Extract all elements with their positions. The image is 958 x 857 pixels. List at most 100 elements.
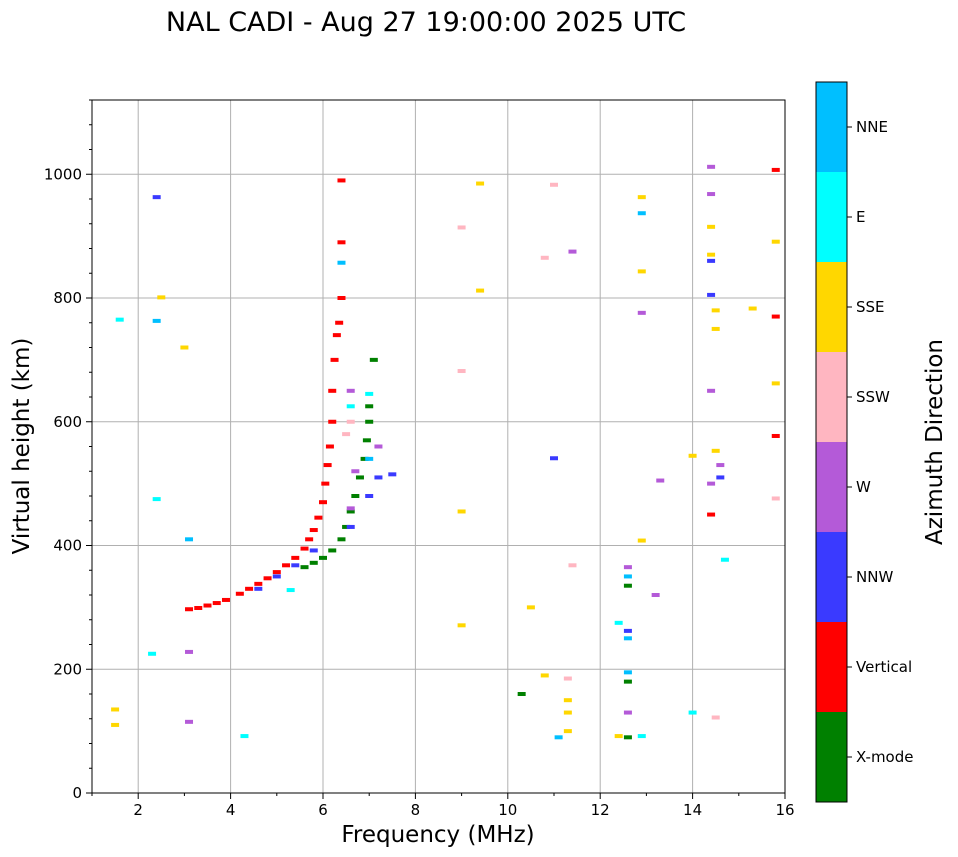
x-axis-ticks: 2 4 6 8 10 12 14 16	[91, 793, 795, 819]
data-point-nne	[365, 456, 374, 461]
data-point-ssw	[711, 715, 720, 720]
data-point-sse	[637, 538, 646, 543]
x-tick-label: 4	[226, 801, 236, 819]
data-point-nnw	[707, 292, 716, 297]
data-point-vertical	[337, 178, 346, 183]
data-point-vertical	[309, 528, 318, 533]
data-point-x-mode	[360, 456, 369, 461]
data-point-vertical	[325, 444, 334, 449]
data-point-nnw	[346, 524, 355, 529]
colorbar-swatch	[816, 82, 847, 172]
x-tick-label: 14	[683, 801, 702, 819]
data-point-vertical	[323, 463, 332, 468]
data-point-vertical	[335, 320, 344, 325]
data-point-sse	[688, 453, 697, 458]
data-point-x-mode	[342, 524, 351, 529]
data-point-w	[351, 469, 360, 474]
data-point-w	[374, 444, 383, 449]
data-point-w	[651, 593, 660, 597]
data-point-sse	[711, 326, 720, 331]
data-point-w	[623, 565, 632, 570]
data-point-w	[707, 388, 716, 393]
colorbar-tick-label: E	[856, 208, 865, 226]
data-point-nne	[337, 260, 346, 265]
data-point-vertical	[194, 605, 203, 610]
data-point-sse	[563, 698, 572, 703]
data-point-x-mode	[623, 735, 632, 740]
data-point-w	[623, 710, 632, 715]
data-point-sse	[563, 710, 572, 715]
data-point-vertical	[337, 296, 346, 300]
data-point-sse	[771, 239, 780, 244]
data-point-vertical	[314, 515, 323, 520]
data-point-vertical	[707, 512, 716, 517]
data-point-e	[115, 317, 124, 322]
data-point-x-mode	[319, 555, 327, 560]
y-axis-ticks: 0 200 400 600 800 1000	[44, 99, 92, 802]
data-point-sse	[111, 707, 120, 712]
x-tick-label: 2	[133, 801, 143, 819]
data-point-x-mode	[328, 548, 337, 553]
data-point-ssw	[457, 369, 466, 374]
data-point-x-mode	[309, 560, 318, 565]
data-point-sse	[637, 195, 646, 200]
data-point-sse	[707, 224, 716, 229]
data-point-e	[286, 588, 295, 593]
data-point-sse	[457, 509, 466, 514]
data-point-ssw	[563, 676, 572, 681]
data-point-x-mode	[362, 438, 371, 443]
colorbar-tick-label: X-mode	[856, 748, 913, 766]
data-point-ssw	[550, 182, 558, 187]
data-point-vertical	[291, 555, 300, 560]
y-tick-label: 600	[53, 413, 82, 431]
x-tick-label: 12	[591, 801, 610, 819]
data-point-x-mode	[623, 583, 632, 588]
colorbar-tick-label: Vertical	[856, 658, 912, 676]
colorbar-swatch	[816, 532, 847, 622]
data-point-nnw	[152, 195, 161, 200]
data-point-nnw	[716, 475, 725, 480]
data-point-e	[637, 734, 646, 739]
data-point-x-mode	[365, 419, 374, 424]
data-point-nne	[185, 537, 194, 542]
data-point-vertical	[263, 576, 272, 581]
data-point-vertical	[319, 500, 327, 505]
data-point-vertical	[321, 481, 330, 486]
data-point-vertical	[203, 603, 212, 608]
data-point-x-mode	[351, 494, 360, 498]
data-point-e	[365, 391, 374, 396]
data-point-ssw	[540, 255, 549, 260]
data-point-w	[346, 388, 355, 393]
data-point-nnw	[309, 548, 318, 553]
data-point-nnw	[291, 563, 300, 568]
colorbar-swatch	[816, 442, 847, 532]
colorbar-swatch	[816, 622, 847, 712]
x-tick-label: 10	[498, 801, 517, 819]
data-point-w	[346, 506, 355, 511]
y-axis-label: Virtual height (km)	[9, 338, 35, 555]
colorbar-tick-label: W	[856, 478, 871, 496]
data-point-sse	[637, 269, 646, 274]
data-point-w	[185, 719, 194, 724]
data-point-nnw	[365, 494, 374, 498]
colorbar-swatch	[816, 262, 847, 352]
data-point-x-mode	[355, 475, 364, 480]
grid-lines	[92, 100, 786, 794]
y-tick-label: 800	[53, 289, 82, 307]
data-point-sse	[111, 722, 120, 727]
data-point-x-mode	[300, 565, 309, 570]
data-point-nne	[623, 670, 632, 675]
data-point-vertical	[337, 240, 346, 245]
data-point-vertical	[771, 433, 780, 438]
data-point-e	[720, 557, 729, 562]
data-point-nne	[637, 211, 646, 216]
data-point-sse	[711, 308, 720, 313]
data-point-e	[240, 734, 249, 739]
data-point-nne	[152, 318, 161, 323]
data-point-vertical	[221, 597, 230, 602]
data-point-sse	[157, 295, 166, 300]
data-point-nnw	[272, 574, 281, 579]
data-point-sse	[476, 288, 485, 293]
data-point-vertical	[332, 333, 341, 338]
